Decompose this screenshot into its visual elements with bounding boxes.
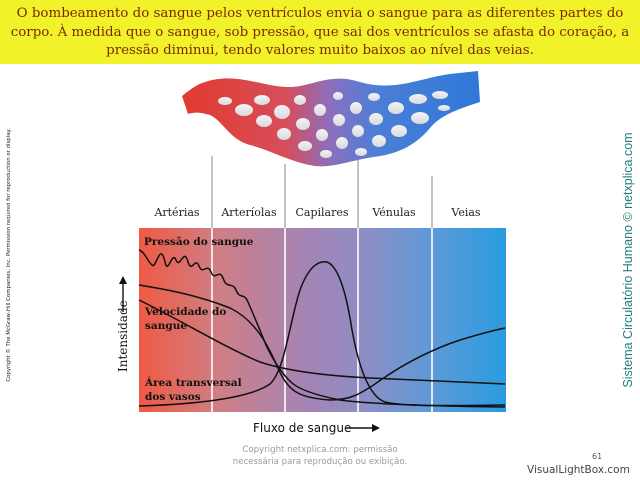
x-axis: Fluxo de sangue bbox=[253, 421, 380, 435]
vessel-network-illustration bbox=[182, 71, 480, 167]
footer-brand-link[interactable]: VisualLightBox.com bbox=[527, 464, 630, 476]
x-axis-arrowhead bbox=[372, 424, 380, 432]
curves bbox=[138, 249, 506, 408]
label-arteriolas: Arteríolas bbox=[220, 206, 277, 219]
label-velocity-line2: sangue bbox=[145, 320, 187, 332]
section-dividers bbox=[211, 156, 433, 228]
label-veias: Veias bbox=[450, 206, 481, 219]
caption-text: O bombeamento do sangue pelos ventrículo… bbox=[10, 6, 630, 59]
page-number: 61 bbox=[592, 452, 603, 461]
capillary-gaps bbox=[218, 91, 450, 158]
curve-labels: Pressão do sangue Velocidade do sangue Á… bbox=[144, 236, 254, 403]
label-capilares: Capilares bbox=[295, 206, 348, 219]
circulation-diagram: Artérias Arteríolas Capilares Vénulas Ve… bbox=[116, 71, 506, 435]
cross-section-area-curve bbox=[138, 260, 506, 407]
watermark-line1: Copyright netxplica.com: permissão bbox=[242, 445, 398, 455]
watermark-line2: necessária para reprodução ou exibição. bbox=[232, 457, 408, 467]
y-axis: Intensidade bbox=[116, 276, 130, 372]
vessel-body bbox=[182, 71, 480, 167]
label-arterias: Artérias bbox=[153, 206, 199, 219]
velocity-curve bbox=[138, 284, 506, 401]
y-axis-label: Intensidade bbox=[116, 300, 130, 372]
pressure-curve bbox=[138, 249, 506, 408]
x-axis-label: Fluxo de sangue bbox=[253, 421, 351, 435]
label-area-line2: dos vasos bbox=[145, 391, 201, 403]
label-pressure: Pressão do sangue bbox=[144, 236, 254, 248]
watermark: Copyright netxplica.com: permissão neces… bbox=[205, 444, 435, 468]
y-axis-arrowhead bbox=[119, 276, 127, 284]
vessel-labels: Artérias Arteríolas Capilares Vénulas Ve… bbox=[153, 206, 480, 219]
label-area-line1: Área transversal bbox=[144, 375, 242, 389]
caption-banner: O bombeamento do sangue pelos ventrículo… bbox=[0, 0, 640, 64]
label-velocity-line1: Velocidade do bbox=[144, 306, 226, 318]
label-venulas: Vénulas bbox=[371, 206, 416, 219]
venous-rise-curve bbox=[138, 299, 506, 385]
